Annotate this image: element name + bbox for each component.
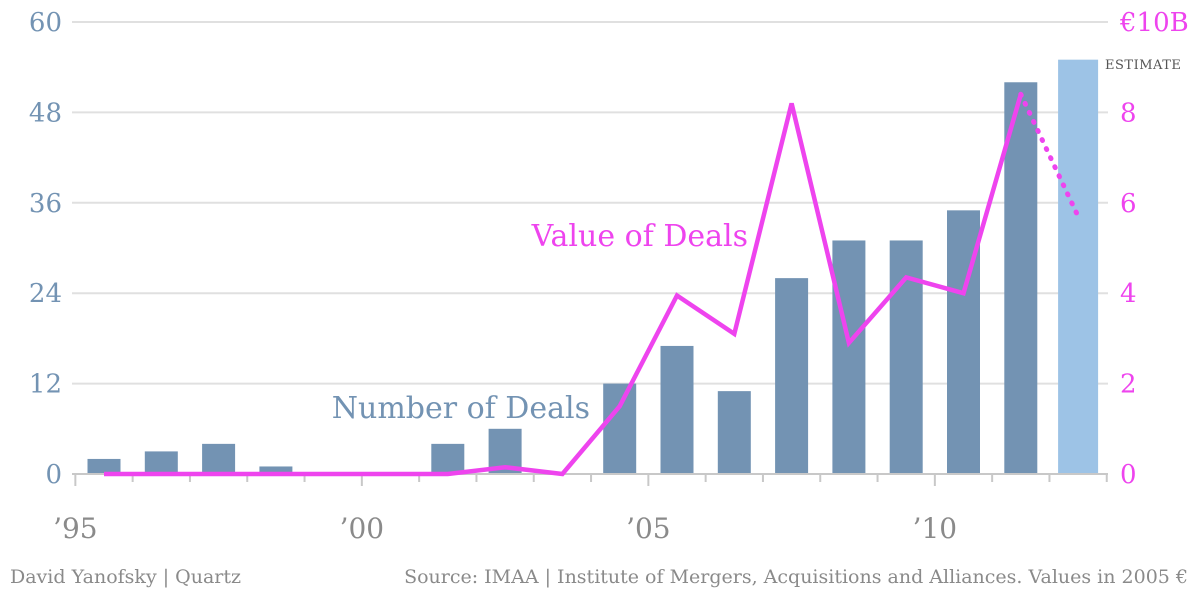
deal-value-estimate-line	[1018, 91, 1081, 219]
right-axis-tick-label: €10B	[1119, 8, 1189, 38]
x-axis-tick-label: ’95	[53, 512, 98, 545]
left-axis-tick-label: 12	[29, 370, 62, 400]
deal-count-bar	[832, 240, 866, 474]
right-axis-tick-label: 8	[1120, 98, 1137, 128]
estimate-label: ESTIMATE	[1105, 58, 1181, 73]
x-axis-tick-label: ’05	[626, 512, 671, 545]
deal-count-bar	[775, 278, 809, 474]
right-axis-tick-label: 0	[1120, 460, 1137, 490]
deal-value-line	[104, 93, 1023, 477]
left-axis-tick-label: 60	[29, 8, 62, 38]
credit-text: David Yanofsky | Quartz	[10, 566, 242, 588]
x-axis-tick-label: ’00	[340, 512, 385, 545]
left-axis-tick-label: 36	[29, 189, 62, 219]
series-label-number-of-deals: Number of Deals	[332, 391, 590, 426]
deal-count-bar	[87, 458, 121, 474]
deal-count-bar	[717, 391, 751, 474]
right-axis-tick-label: 6	[1120, 189, 1137, 219]
series-label-value-of-deals: Value of Deals	[531, 219, 748, 254]
deal-count-bar	[144, 451, 178, 474]
deal-count-bar	[202, 443, 236, 474]
deal-count-bar	[1004, 82, 1038, 475]
deal-count-bar	[259, 466, 293, 474]
estimate-bar	[1058, 59, 1099, 475]
left-axis-tick-label: 48	[29, 98, 62, 128]
deal-count-bar	[431, 443, 465, 474]
deal-count-bar	[660, 345, 694, 474]
left-axis-tick-label: 24	[29, 279, 62, 309]
source-text: Source: IMAA | Institute of Mergers, Acq…	[404, 566, 1188, 588]
right-axis-tick-label: 2	[1120, 370, 1137, 400]
right-axis-tick-label: 4	[1120, 279, 1137, 309]
left-axis-tick-label: 0	[45, 460, 62, 490]
x-axis-tick-label: ’10	[913, 512, 958, 545]
deal-count-bar	[603, 383, 637, 474]
